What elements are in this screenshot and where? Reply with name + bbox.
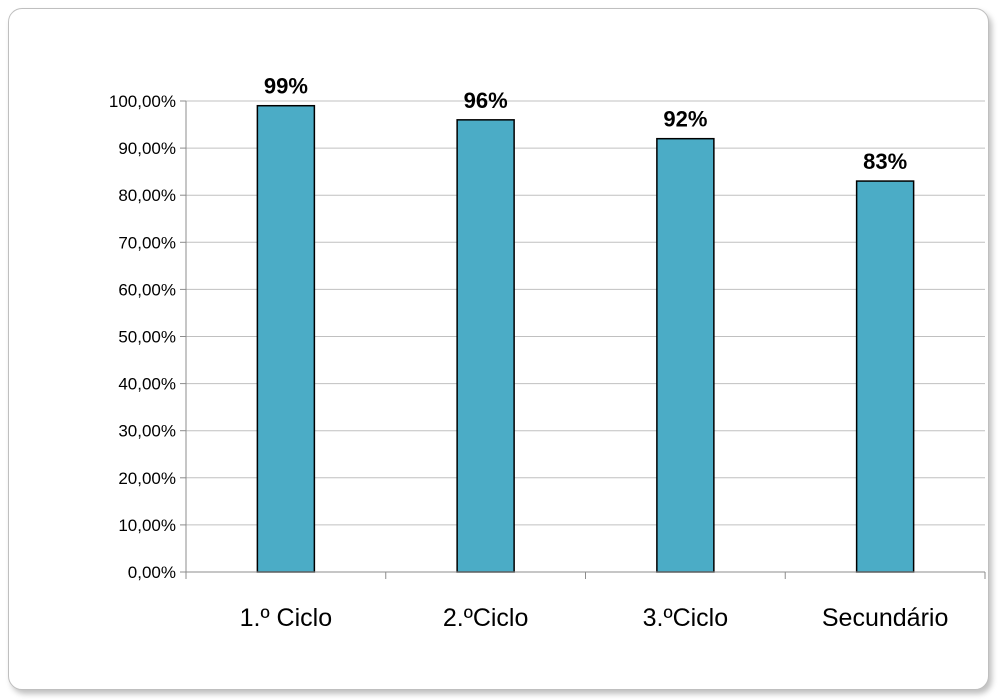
category-label: 2.ºCiclo (443, 604, 529, 632)
bars (256, 104, 915, 573)
y-axis-tick-labels: 0,00% 10,00% 20,00% 30,00% 40,00% 50,00% 60,00… (109, 92, 176, 582)
bar (256, 104, 316, 573)
y-tick-label: 20,00% (118, 469, 176, 488)
bar (855, 180, 915, 573)
data-label: 99% (264, 74, 308, 99)
data-label: 83% (863, 149, 907, 174)
bar (456, 119, 515, 573)
data-label: 92% (663, 107, 707, 132)
y-tick-label: 70,00% (118, 233, 176, 252)
data-label: 96% (464, 88, 508, 113)
data-labels: 99% 96% 92% 83% (264, 74, 907, 174)
y-tick-label: 40,00% (118, 375, 176, 394)
category-label: 3.ºCiclo (643, 604, 729, 632)
category-labels: 1.º Ciclo 2.ºCiclo 3.ºCiclo Secundário (240, 604, 949, 632)
category-label: 1.º Ciclo (240, 604, 333, 632)
axes (180, 100, 986, 579)
y-tick-label: 60,00% (118, 280, 176, 299)
y-tick-label: 10,00% (118, 516, 176, 535)
y-tick-label: 50,00% (118, 328, 176, 347)
y-tick-label: 30,00% (118, 422, 176, 441)
category-label: Secundário (822, 604, 948, 632)
y-tick-label: 0,00% (128, 563, 176, 582)
gridlines (186, 100, 985, 526)
bar (656, 137, 715, 573)
y-tick-label: 90,00% (118, 139, 176, 158)
y-tick-label: 100,00% (109, 92, 176, 111)
y-tick-label: 80,00% (118, 186, 176, 205)
